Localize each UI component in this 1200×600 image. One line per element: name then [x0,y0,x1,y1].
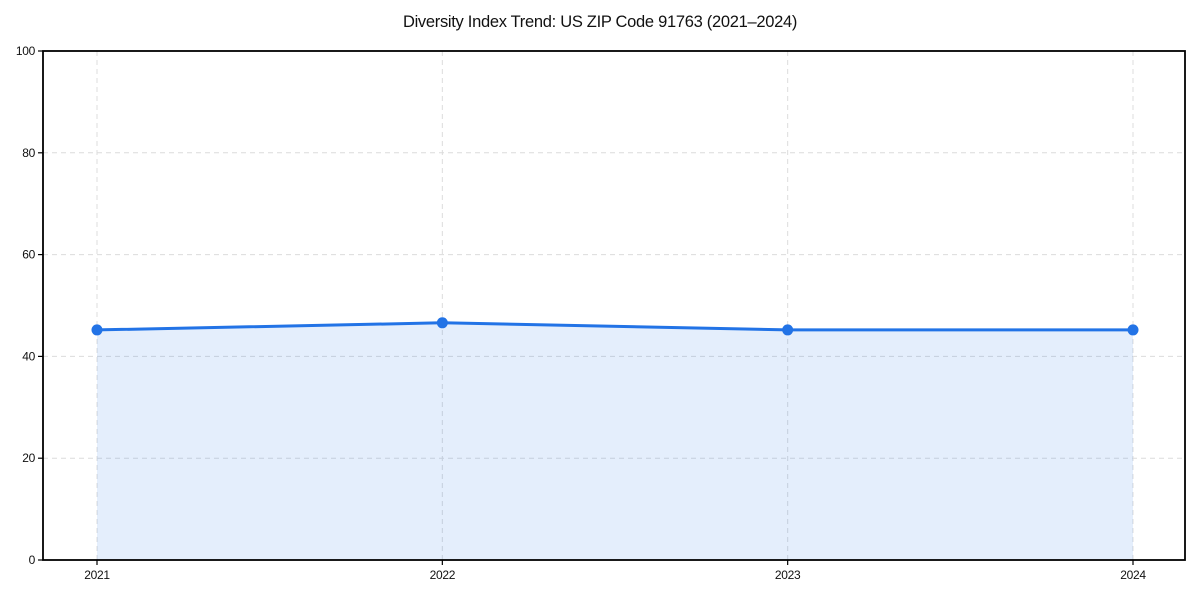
trend-line [95,321,1135,332]
data-point-marker [91,324,103,336]
chart-title: Diversity Index Trend: US ZIP Code 91763… [402,13,798,31]
y-tick-label: 60 [22,248,35,262]
x-tick-label: 2023 [775,568,801,582]
y-tick-label: 40 [22,349,35,363]
area-fill [97,322,1133,560]
x-tick-label: 2021 [84,568,110,582]
x-tick-label: 2024 [1120,568,1146,582]
y-tick-label: 0 [29,553,36,567]
axis-frame [42,50,1186,561]
y-tick-label: 20 [22,451,35,465]
y-tick-label: 80 [22,146,35,160]
y-tick-label: 100 [16,44,36,58]
data-point-marker [436,317,448,329]
data-point-marker [1127,324,1139,336]
data-point-marker [782,324,794,336]
x-tick-label: 2022 [430,568,456,582]
